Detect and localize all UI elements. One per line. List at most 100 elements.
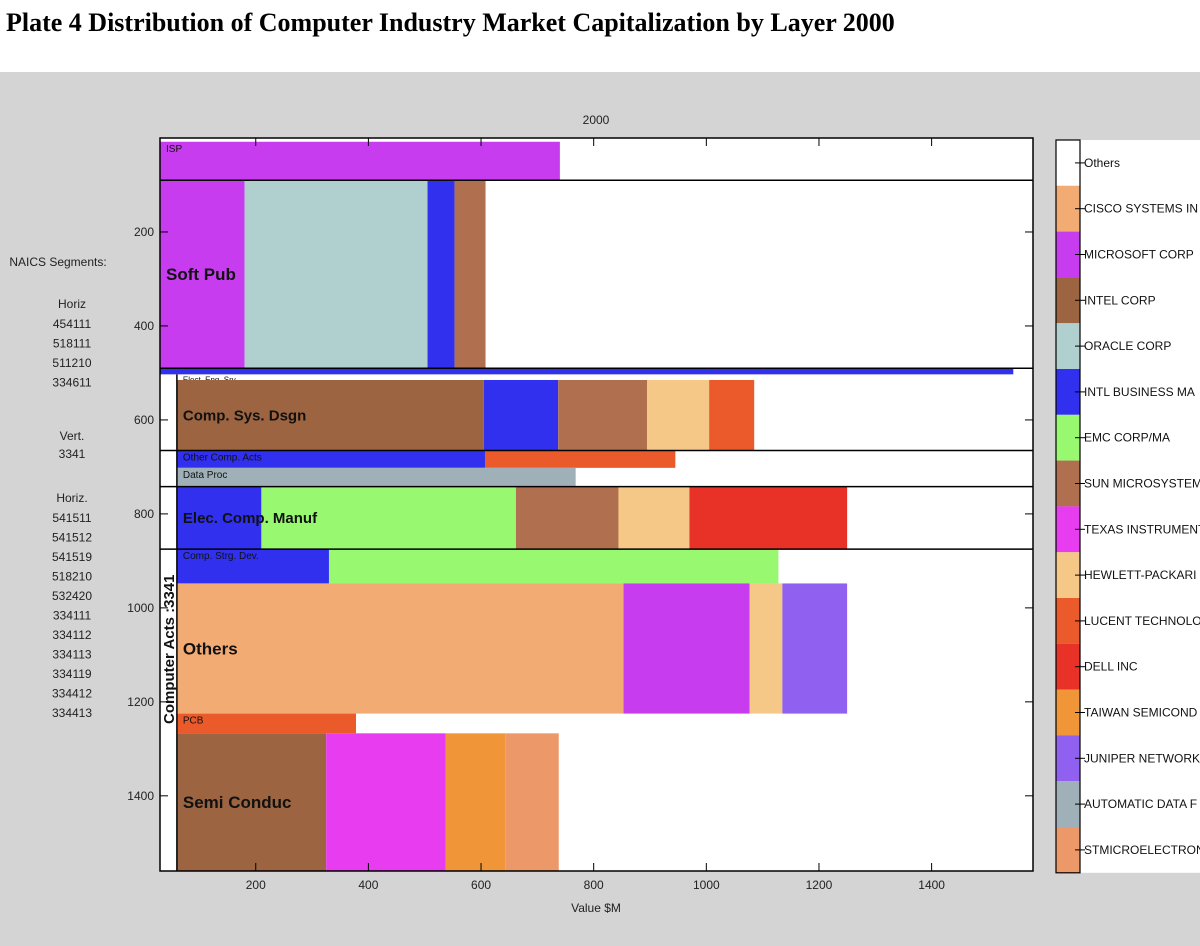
segment-label: ISP xyxy=(166,144,182,155)
y-tick-label: 1200 xyxy=(127,695,154,709)
legend-label: DELL INC xyxy=(1084,660,1138,674)
x-tick-label: 400 xyxy=(358,878,378,892)
bar-piece xyxy=(749,583,783,714)
bar-piece xyxy=(427,180,455,369)
naics-code: 518210 xyxy=(52,570,92,584)
naics-horiz2-label: Horiz. xyxy=(56,491,87,505)
bar-piece xyxy=(709,379,755,451)
legend-label: TAIWAN SEMICOND xyxy=(1084,706,1198,720)
legend-label: AUTOMATIC DATA F xyxy=(1084,797,1197,811)
bar-piece xyxy=(484,450,676,468)
segment-label: Comp. Sys. Dsgn xyxy=(183,407,306,424)
bar-piece xyxy=(176,713,357,734)
naics-horiz2-codes: 541511 541512 541519 518210 532420 334111 3341… xyxy=(52,511,92,720)
naics-horiz-label: Horiz xyxy=(58,297,86,311)
legend-label: INTEL CORP xyxy=(1084,293,1156,307)
bar-piece xyxy=(261,486,516,550)
x-tick-label: 200 xyxy=(246,878,266,892)
axis-ticks: 200 400 600 800 1000 1200 1400 200 400 600 800 1000… xyxy=(127,138,1033,892)
segment-label: Data Proc xyxy=(183,470,227,481)
naics-code: 3341 xyxy=(59,447,86,461)
legend-label: MICROSOFT CORP xyxy=(1084,248,1194,262)
legend-label: JUNIPER NETWORK xyxy=(1084,751,1200,765)
chart-title: 2000 xyxy=(583,113,610,127)
bar-piece xyxy=(515,486,619,550)
bar-segments: ISP Soft Pub Elect. Eng. Srv Comp. Sys. Dsg… xyxy=(160,141,1014,871)
plot-frame xyxy=(159,137,1034,872)
bar-piece xyxy=(623,583,750,714)
naics-code: 334112 xyxy=(52,628,91,642)
segment-label: Other Comp. Acts xyxy=(183,452,262,463)
vertical-segment-label: Computer Acts :3341 xyxy=(161,575,178,725)
naics-code: 518111 xyxy=(53,337,92,351)
bar-piece xyxy=(160,368,1014,375)
bar-piece xyxy=(244,180,428,369)
legend-label: Others xyxy=(1084,156,1120,170)
bar-piece xyxy=(483,379,559,451)
bar-piece xyxy=(689,486,848,550)
bar-piece xyxy=(176,450,485,468)
bar-piece xyxy=(176,379,484,451)
naics-code: 541512 xyxy=(52,531,92,545)
bar-piece xyxy=(160,141,560,181)
naics-code: 541511 xyxy=(52,511,91,525)
naics-code: 511210 xyxy=(52,356,91,370)
legend-label: EMC CORP/MA xyxy=(1084,431,1170,445)
legend-label: ORACLE CORP xyxy=(1084,339,1171,353)
y-tick-label: 800 xyxy=(134,507,154,521)
naics-code: 334611 xyxy=(52,376,91,390)
legend-label: STMICROELECTRON xyxy=(1084,843,1200,857)
legend-label: TEXAS INSTRUMENT xyxy=(1084,522,1200,536)
bar-piece xyxy=(176,486,262,550)
legend-label: INTL BUSINESS MA xyxy=(1084,385,1195,399)
x-tick-label: 800 xyxy=(584,878,604,892)
legend-label: LUCENT TECHNOLO xyxy=(1084,614,1200,628)
naics-code: 541519 xyxy=(52,550,92,564)
naics-vert-label: Vert. xyxy=(60,429,85,443)
naics-code: 334413 xyxy=(52,706,92,720)
segment-label: PCB xyxy=(183,716,204,727)
naics-code: 454111 xyxy=(53,317,92,331)
segment-separators xyxy=(160,179,1033,871)
bar-piece xyxy=(176,549,329,584)
legend-label: HEWLETT-PACKARI xyxy=(1084,568,1196,582)
bar-piece xyxy=(176,733,327,871)
x-tick-label: 1200 xyxy=(806,878,833,892)
legend-label: SUN MICROSYSTEM xyxy=(1084,477,1200,491)
naics-panel: NAICS Segments: Horiz 454111 518111 511210… xyxy=(9,255,106,720)
segment-label: Soft Pub xyxy=(166,265,236,284)
legend: Others CISCO SYSTEMS IN MICROSOFT CORP INTE… xyxy=(1055,139,1200,874)
x-tick-label: 600 xyxy=(471,878,491,892)
bar-piece xyxy=(782,583,848,714)
naics-heading: NAICS Segments: xyxy=(9,255,106,269)
segment-label: Elect. Eng. Srv xyxy=(183,375,236,384)
bar-piece xyxy=(445,733,506,871)
segment-label: Others xyxy=(183,639,238,658)
bar-piece xyxy=(454,180,486,369)
y-tick-label: 600 xyxy=(134,413,154,427)
naics-vert-codes: 3341 xyxy=(59,447,86,461)
naics-code: 532420 xyxy=(52,589,92,603)
naics-code: 334412 xyxy=(52,687,92,701)
legend-bg xyxy=(1078,140,1200,873)
y-tick-label: 200 xyxy=(134,225,154,239)
bar-piece xyxy=(618,486,690,550)
x-tick-label: 1400 xyxy=(918,878,945,892)
y-tick-label: 1000 xyxy=(127,601,154,615)
naics-code: 334111 xyxy=(53,609,92,623)
naics-code: 334119 xyxy=(52,667,91,681)
bar-piece xyxy=(176,583,624,714)
x-axis-label: Value $M xyxy=(571,901,621,915)
segment-label: Elec. Comp. Manuf xyxy=(183,510,318,527)
bar-piece xyxy=(160,180,245,369)
bar-piece xyxy=(558,379,648,451)
y-tick-label: 1400 xyxy=(127,789,154,803)
plate-title: Plate 4 Distribution of Computer Industr… xyxy=(6,8,895,37)
naics-code: 334113 xyxy=(52,648,91,662)
naics-horiz-codes: 454111 518111 511210 334611 xyxy=(52,317,91,390)
y-tick-label: 400 xyxy=(134,319,154,333)
legend-frame xyxy=(1055,139,1081,874)
segment-label: Semi Conduc xyxy=(183,793,292,812)
bar-piece xyxy=(328,549,779,584)
